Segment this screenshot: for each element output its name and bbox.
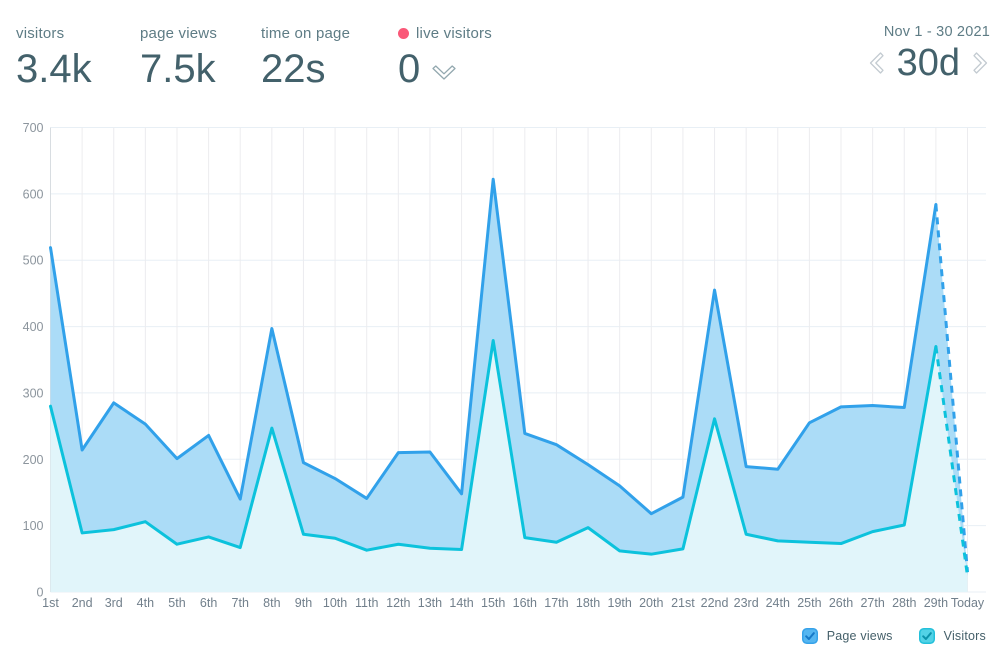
chevron-right-icon <box>973 52 988 74</box>
svg-text:10th: 10th <box>323 596 347 610</box>
svg-text:Today: Today <box>951 596 985 610</box>
svg-text:12th: 12th <box>386 596 410 610</box>
svg-text:17th: 17th <box>544 596 568 610</box>
date-range-label: Nov 1 - 30 2021 <box>883 24 990 40</box>
svg-text:500: 500 <box>23 254 44 268</box>
chart-area: 0 100 200 300 400 500 600 700 1st 2nd 3rd 4th 5th 6th… <box>0 115 1006 620</box>
stat-live-visitors: live visitors 0 <box>398 25 492 91</box>
checkbox-checked-icon <box>801 628 818 644</box>
stat-live-visitors-value: 0 <box>398 47 421 91</box>
chevron-down-icon <box>432 65 456 80</box>
svg-text:2nd: 2nd <box>72 596 93 610</box>
svg-text:9th: 9th <box>295 596 312 610</box>
svg-text:18th: 18th <box>576 596 600 610</box>
svg-text:14th: 14th <box>449 596 473 610</box>
svg-text:16th: 16th <box>513 596 537 610</box>
stat-visitors: visitors 3.4k <box>16 25 92 91</box>
svg-text:23rd: 23rd <box>734 596 759 610</box>
svg-text:28th: 28th <box>892 596 916 610</box>
svg-text:300: 300 <box>23 386 44 400</box>
checkbox-checked-icon <box>918 628 935 644</box>
next-period-button[interactable] <box>973 51 990 75</box>
stat-time-on-page-value: 22s <box>261 47 326 91</box>
svg-text:24th: 24th <box>766 596 790 610</box>
svg-text:100: 100 <box>23 519 44 533</box>
legend-label-visitors: Visitors <box>943 629 986 643</box>
svg-text:22nd: 22nd <box>701 596 729 610</box>
chart-legend: Page views Visitors <box>801 628 986 644</box>
prev-period-button[interactable] <box>867 51 884 75</box>
stat-visitors-value: 3.4k <box>16 47 92 91</box>
svg-text:25th: 25th <box>797 596 821 610</box>
svg-text:13th: 13th <box>418 596 442 610</box>
svg-text:400: 400 <box>23 320 44 334</box>
svg-text:700: 700 <box>23 121 44 135</box>
svg-text:0: 0 <box>37 586 44 600</box>
svg-text:19th: 19th <box>608 596 632 610</box>
stat-time-on-page: time on page 22s <box>261 25 350 91</box>
live-dot-icon <box>398 28 409 39</box>
stat-page-views-value: 7.5k <box>140 47 216 91</box>
stat-page-views: page views 7.5k <box>140 25 217 91</box>
svg-text:6th: 6th <box>200 596 217 610</box>
svg-text:8th: 8th <box>263 596 280 610</box>
svg-text:20th: 20th <box>639 596 663 610</box>
svg-text:3rd: 3rd <box>105 596 123 610</box>
stat-page-views-label: page views <box>140 25 218 42</box>
stat-visitors-label: visitors <box>16 25 65 42</box>
analytics-chart[interactable]: 0 100 200 300 400 500 600 700 1st 2nd 3rd 4th 5th 6th… <box>0 115 1006 620</box>
legend-label-page-views: Page views <box>826 629 893 643</box>
svg-text:4th: 4th <box>137 596 154 610</box>
svg-text:15th: 15th <box>481 596 505 610</box>
date-range-control: Nov 1 - 30 2021 30d <box>867 24 990 82</box>
svg-text:21st: 21st <box>671 596 695 610</box>
stat-live-visitors-label: live visitors <box>416 25 492 42</box>
period-label[interactable]: 30d <box>896 42 960 84</box>
svg-text:1st: 1st <box>42 596 59 610</box>
legend-item-visitors[interactable]: Visitors <box>918 628 986 644</box>
svg-text:29th: 29th <box>924 596 948 610</box>
chevron-left-icon <box>869 52 884 74</box>
live-visitors-dropdown[interactable]: 0 <box>398 47 492 91</box>
svg-text:200: 200 <box>23 453 44 467</box>
svg-text:11th: 11th <box>355 596 378 610</box>
stat-time-on-page-label: time on page <box>261 25 351 42</box>
svg-text:600: 600 <box>23 187 44 201</box>
svg-text:7th: 7th <box>232 596 249 610</box>
svg-text:27th: 27th <box>860 596 884 610</box>
svg-text:5th: 5th <box>168 596 185 610</box>
legend-item-page-views[interactable]: Page views <box>801 628 893 644</box>
svg-text:26th: 26th <box>829 596 853 610</box>
